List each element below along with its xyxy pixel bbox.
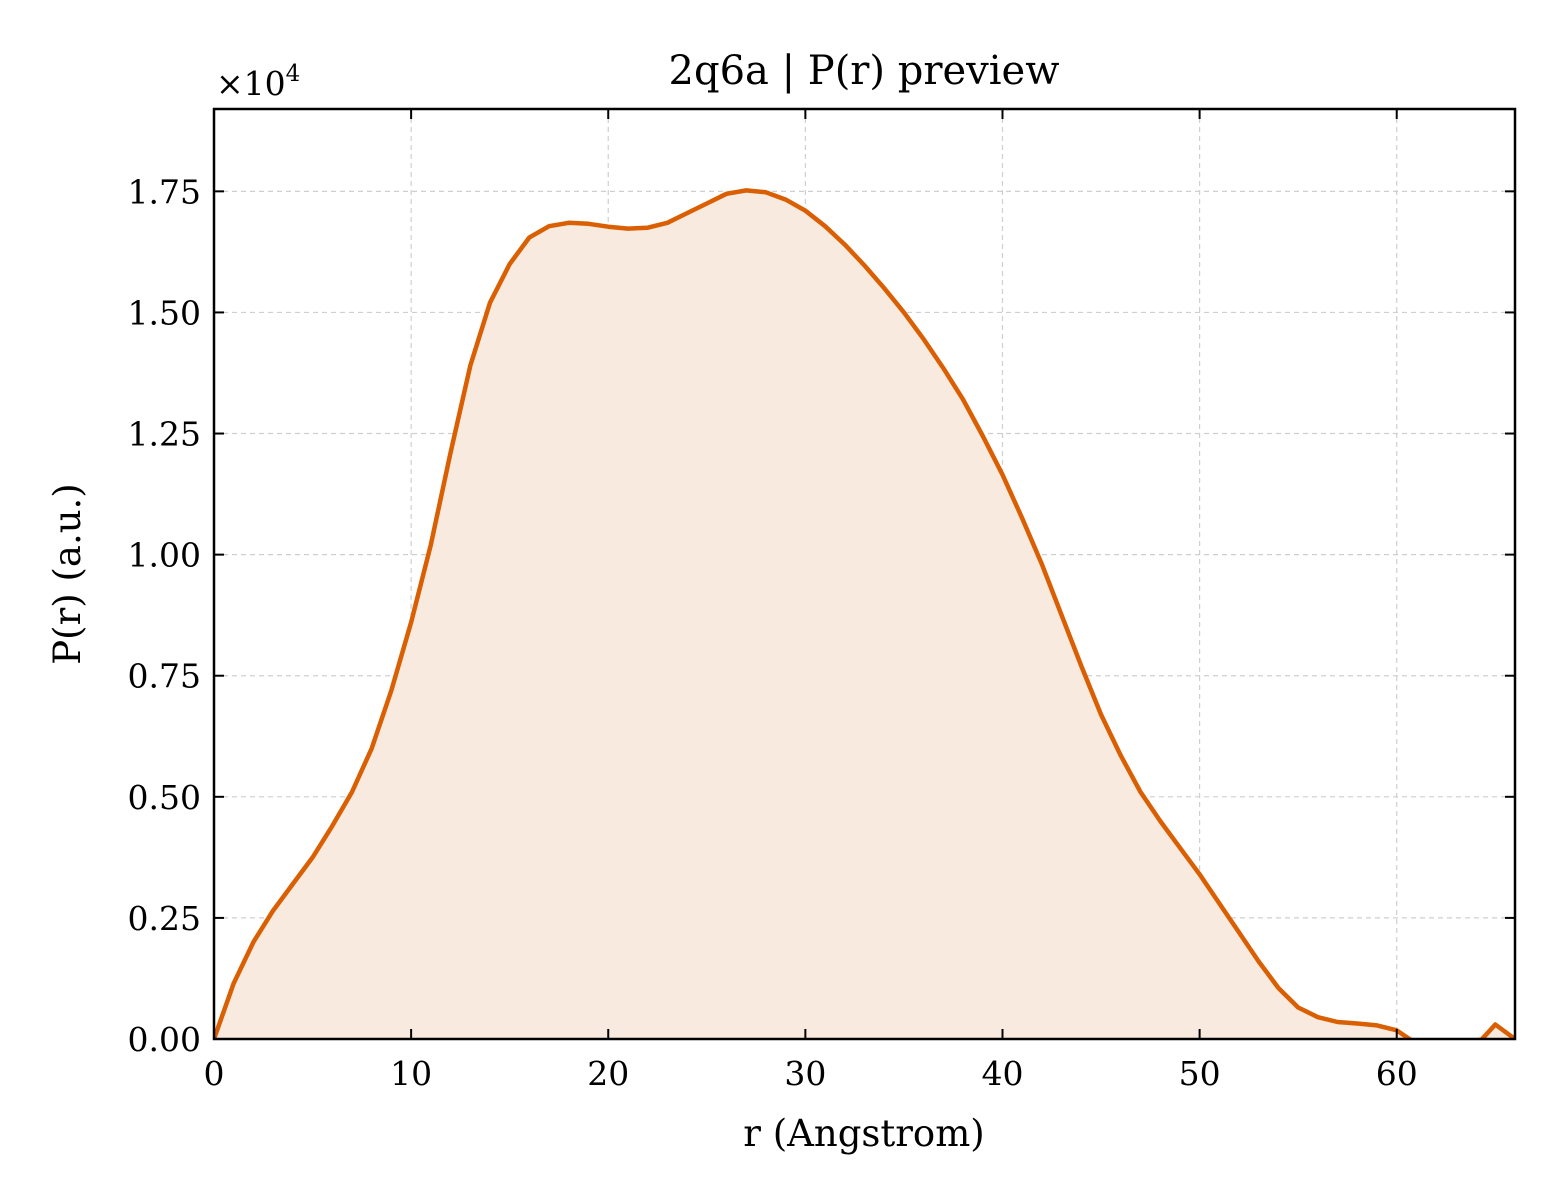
y-tick-label: 0.25 (128, 899, 201, 938)
plot-frame (212, 107, 1517, 1041)
x-tick-label: 60 (1376, 1054, 1418, 1093)
chart-title: 2q6a | P(r) preview (669, 48, 1060, 94)
y-tick-label: 1.25 (128, 415, 201, 454)
x-tick-label: 40 (981, 1054, 1023, 1093)
y-tick-label: 1.00 (128, 536, 201, 575)
y-axis-label: P(r) (a.u.) (46, 483, 89, 665)
x-tick-label: 10 (390, 1054, 432, 1093)
y-tick-label: 0.00 (128, 1020, 201, 1059)
x-tick-label: 0 (204, 1054, 225, 1093)
y-tick-label: 1.75 (128, 172, 201, 211)
y-tick-label: 0.50 (128, 778, 201, 817)
pr-area-fill (214, 190, 1515, 1039)
x-tick-label: 20 (587, 1054, 629, 1093)
y-tick-label: 0.75 (128, 657, 201, 696)
data-area (214, 188, 1515, 1039)
y-offset-label: ×104 (216, 61, 300, 103)
x-axis-label: r (Angstrom) (743, 1112, 984, 1155)
y-tick-label: 1.50 (128, 293, 201, 332)
x-tick-label: 30 (784, 1054, 826, 1093)
x-tick-label: 50 (1179, 1054, 1221, 1093)
axis-ticks: 0 10 20 30 40 50 60 0.00 0.25 0.50 0.75 1.00 1.25 1.5… (128, 109, 1515, 1093)
pr-series-line (214, 188, 1515, 1039)
